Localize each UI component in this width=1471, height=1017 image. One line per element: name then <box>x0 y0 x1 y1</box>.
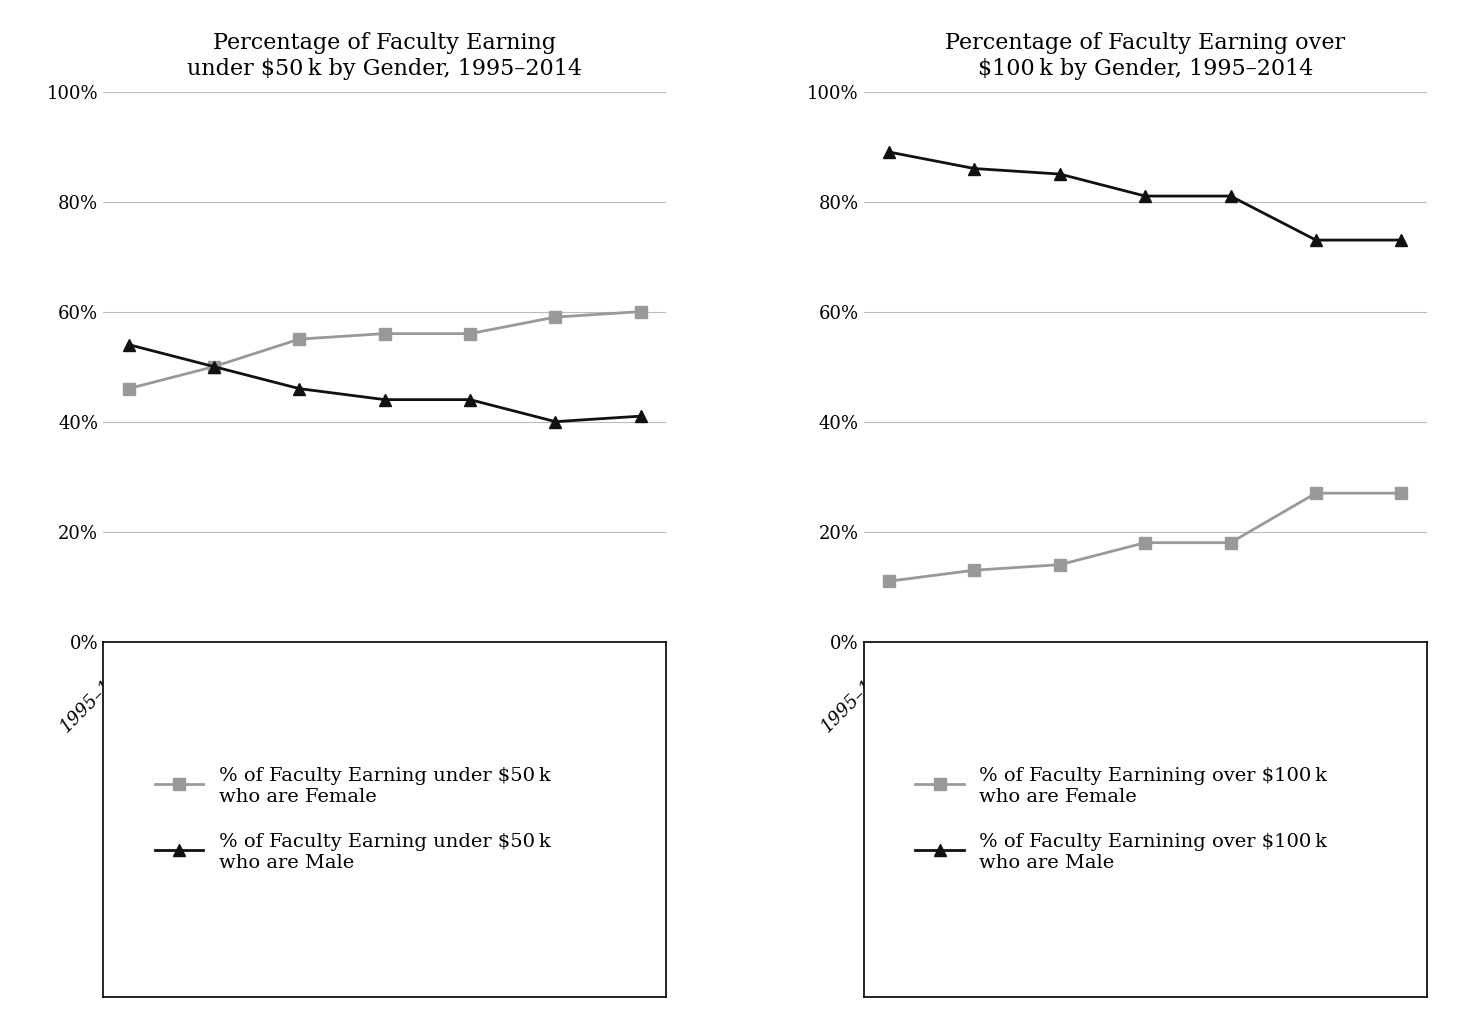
Title: Percentage of Faculty Earning over
$100 k by Gender, 1995–2014: Percentage of Faculty Earning over $100 … <box>946 33 1346 80</box>
Legend: % of Faculty Earning under $50 k
who are Female, % of Faculty Earning under $50 : % of Faculty Earning under $50 k who are… <box>135 747 571 891</box>
Legend: % of Faculty Earnining over $100 k
who are Female, % of Faculty Earnining over $: % of Faculty Earnining over $100 k who a… <box>896 747 1347 891</box>
Title: Percentage of Faculty Earning
under $50 k by Gender, 1995–2014: Percentage of Faculty Earning under $50 … <box>187 33 583 80</box>
